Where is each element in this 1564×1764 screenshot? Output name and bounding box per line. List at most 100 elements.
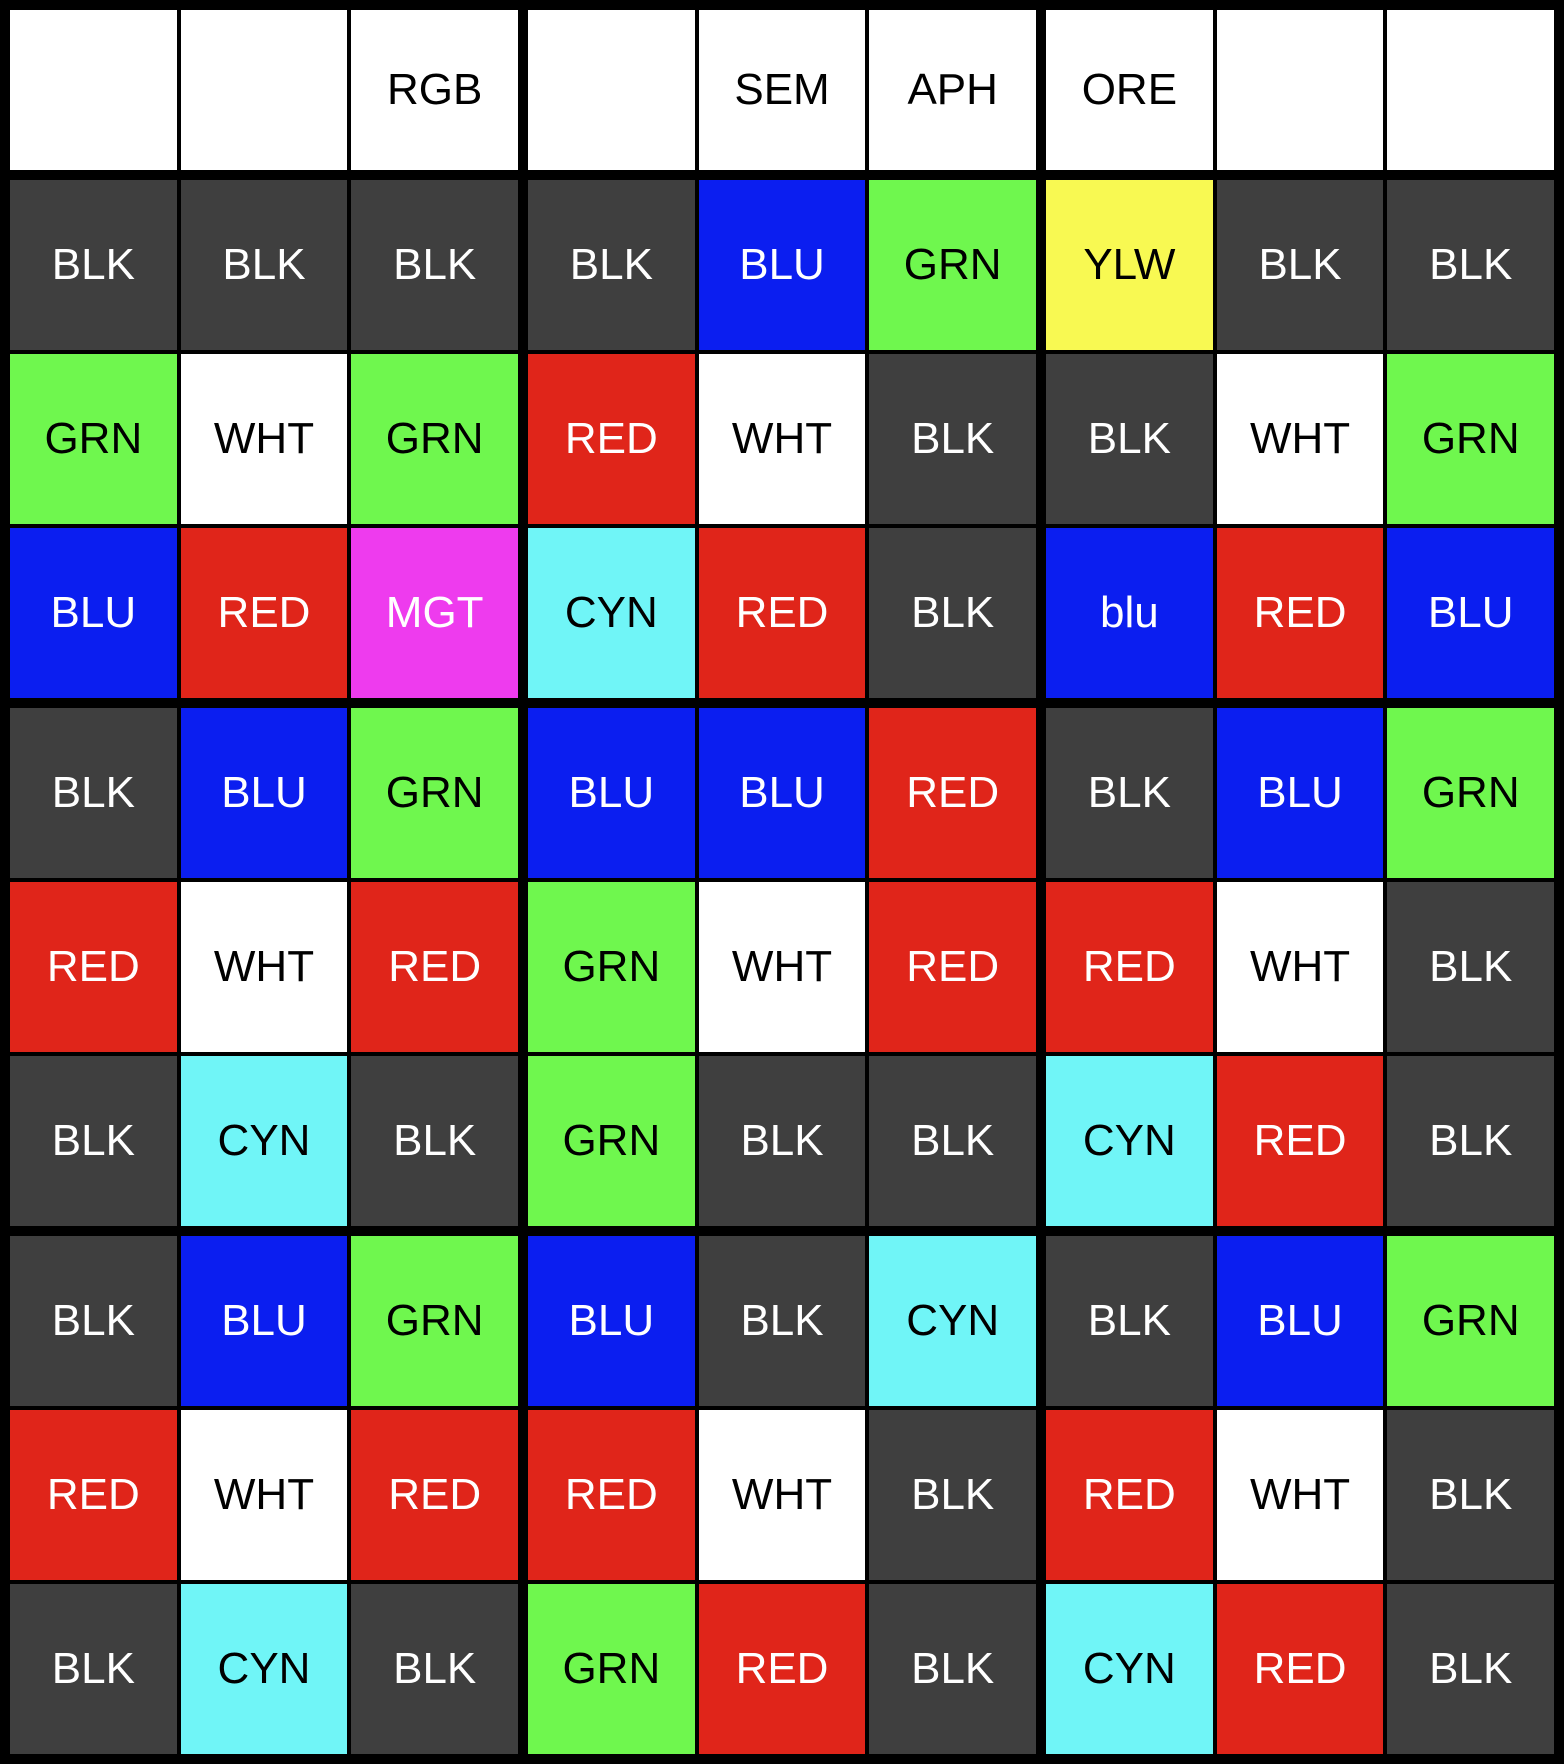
grid-cell-r6-c1[interactable]: BLK [10, 1056, 177, 1226]
grid-cell-r7-c6[interactable]: CYN [869, 1236, 1037, 1406]
grid-cell-r4-c2[interactable]: BLU [180, 708, 348, 878]
grid-cell-r1-c8[interactable]: BLK [1216, 180, 1384, 350]
header-cell-c7: ORE [1046, 10, 1213, 170]
grid-cell-r9-c6[interactable]: BLK [869, 1584, 1037, 1754]
grid-cell-r3-c4[interactable]: CYN [528, 528, 695, 698]
header-row: RGB SEM APH ORE [10, 10, 1555, 170]
grid-cell-r8-c4[interactable]: RED [528, 1410, 695, 1580]
header-cell-c1 [10, 10, 177, 170]
grid-cell-r9-c9[interactable]: BLK [1387, 1584, 1555, 1754]
grid-row-4: BLK BLU GRN BLU BLU RED BLK BLU GRN [10, 708, 1555, 878]
grid-cell-r6-c8[interactable]: RED [1216, 1056, 1384, 1226]
grid-cell-r6-c9[interactable]: BLK [1387, 1056, 1555, 1226]
grid-row-7: BLK BLU GRN BLU BLK CYN BLK BLU GRN [10, 1236, 1555, 1406]
grid-cell-r7-c4[interactable]: BLU [528, 1236, 695, 1406]
grid-row-5: RED WHT RED GRN WHT RED RED WHT BLK [10, 882, 1555, 1052]
grid-cell-r8-c9[interactable]: BLK [1387, 1410, 1555, 1580]
header-cell-c8 [1216, 10, 1384, 170]
grid-cell-r7-c3[interactable]: GRN [351, 1236, 519, 1406]
grid-cell-r4-c1[interactable]: BLK [10, 708, 177, 878]
grid-cell-r3-c1[interactable]: BLU [10, 528, 177, 698]
grid-cell-r6-c5[interactable]: BLK [698, 1056, 866, 1226]
grid-cell-r3-c3[interactable]: MGT [351, 528, 519, 698]
grid-row-6: BLK CYN BLK GRN BLK BLK CYN RED BLK [10, 1056, 1555, 1226]
grid-cell-r6-c7[interactable]: CYN [1046, 1056, 1213, 1226]
grid-row-8: RED WHT RED RED WHT BLK RED WHT BLK [10, 1410, 1555, 1580]
grid-cell-r1-c2[interactable]: BLK [180, 180, 348, 350]
grid-cell-r3-c5[interactable]: RED [698, 528, 866, 698]
grid-cell-r6-c3[interactable]: BLK [351, 1056, 519, 1226]
grid-cell-r6-c6[interactable]: BLK [869, 1056, 1037, 1226]
header-cell-c3: RGB [351, 10, 519, 170]
grid-cell-r4-c6[interactable]: RED [869, 708, 1037, 878]
grid-cell-r7-c8[interactable]: BLU [1216, 1236, 1384, 1406]
grid-cell-r5-c1[interactable]: RED [10, 882, 177, 1052]
grid-cell-r2-c8[interactable]: WHT [1216, 354, 1384, 524]
grid-row-9: BLK CYN BLK GRN RED BLK CYN RED BLK [10, 1584, 1555, 1754]
grid-cell-r3-c7[interactable]: blu [1046, 528, 1213, 698]
grid-cell-r2-c9[interactable]: GRN [1387, 354, 1555, 524]
grid-cell-r7-c9[interactable]: GRN [1387, 1236, 1555, 1406]
grid-cell-r1-c6[interactable]: GRN [869, 180, 1037, 350]
grid-cell-r9-c1[interactable]: BLK [10, 1584, 177, 1754]
grid-cell-r5-c6[interactable]: RED [869, 882, 1037, 1052]
grid-cell-r1-c3[interactable]: BLK [351, 180, 519, 350]
grid-cell-r9-c4[interactable]: GRN [528, 1584, 695, 1754]
grid-cell-r3-c8[interactable]: RED [1216, 528, 1384, 698]
grid-cell-r4-c8[interactable]: BLU [1216, 708, 1384, 878]
grid-cell-r9-c7[interactable]: CYN [1046, 1584, 1213, 1754]
grid-cell-r2-c2[interactable]: WHT [180, 354, 348, 524]
grid-cell-r5-c4[interactable]: GRN [528, 882, 695, 1052]
grid-cell-r5-c3[interactable]: RED [351, 882, 519, 1052]
grid-cell-r2-c1[interactable]: GRN [10, 354, 177, 524]
grid-cell-r8-c6[interactable]: BLK [869, 1410, 1037, 1580]
grid-row-2: GRN WHT GRN RED WHT BLK BLK WHT GRN [10, 354, 1555, 524]
grid-cell-r8-c7[interactable]: RED [1046, 1410, 1213, 1580]
grid-row-3: BLU RED MGT CYN RED BLK blu RED BLU [10, 528, 1555, 698]
grid-cell-r5-c9[interactable]: BLK [1387, 882, 1555, 1052]
grid-cell-r3-c9[interactable]: BLU [1387, 528, 1555, 698]
grid-cell-r2-c5[interactable]: WHT [698, 354, 866, 524]
header-cell-c2 [180, 10, 348, 170]
header-cell-c6: APH [869, 10, 1037, 170]
grid-cell-r1-c9[interactable]: BLK [1387, 180, 1555, 350]
header-cell-c9 [1387, 10, 1555, 170]
grid-cell-r4-c3[interactable]: GRN [351, 708, 519, 878]
grid-cell-r1-c4[interactable]: BLK [528, 180, 695, 350]
grid-cell-r3-c6[interactable]: BLK [869, 528, 1037, 698]
grid-cell-r1-c1[interactable]: BLK [10, 180, 177, 350]
grid-cell-r8-c2[interactable]: WHT [180, 1410, 348, 1580]
grid-cell-r6-c2[interactable]: CYN [180, 1056, 348, 1226]
grid-cell-r9-c3[interactable]: BLK [351, 1584, 519, 1754]
grid-cell-r8-c8[interactable]: WHT [1216, 1410, 1384, 1580]
grid-cell-r2-c3[interactable]: GRN [351, 354, 519, 524]
grid-cell-r5-c2[interactable]: WHT [180, 882, 348, 1052]
grid-cell-r5-c8[interactable]: WHT [1216, 882, 1384, 1052]
grid-cell-r2-c7[interactable]: BLK [1046, 354, 1213, 524]
grid-cell-r4-c9[interactable]: GRN [1387, 708, 1555, 878]
grid-cell-r7-c2[interactable]: BLU [180, 1236, 348, 1406]
grid-cell-r4-c7[interactable]: BLK [1046, 708, 1213, 878]
header-cell-c4 [528, 10, 695, 170]
grid-cell-r9-c5[interactable]: RED [698, 1584, 866, 1754]
grid-cell-r8-c1[interactable]: RED [10, 1410, 177, 1580]
grid-cell-r4-c4[interactable]: BLU [528, 708, 695, 878]
grid-cell-r5-c5[interactable]: WHT [698, 882, 866, 1052]
grid-row-1: BLK BLK BLK BLK BLU GRN YLW BLK BLK [10, 180, 1555, 350]
grid-cell-r8-c5[interactable]: WHT [698, 1410, 866, 1580]
grid-cell-r8-c3[interactable]: RED [351, 1410, 519, 1580]
grid-cell-r2-c6[interactable]: BLK [869, 354, 1037, 524]
grid-cell-r9-c8[interactable]: RED [1216, 1584, 1384, 1754]
grid-cell-r7-c7[interactable]: BLK [1046, 1236, 1213, 1406]
grid-cell-r4-c5[interactable]: BLU [698, 708, 866, 878]
grid-cell-r9-c2[interactable]: CYN [180, 1584, 348, 1754]
grid-cell-r6-c4[interactable]: GRN [528, 1056, 695, 1226]
grid-cell-r1-c7[interactable]: YLW [1046, 180, 1213, 350]
grid-cell-r7-c5[interactable]: BLK [698, 1236, 866, 1406]
grid-cell-r3-c2[interactable]: RED [180, 528, 348, 698]
grid-cell-r1-c5[interactable]: BLU [698, 180, 866, 350]
grid-cell-r5-c7[interactable]: RED [1046, 882, 1213, 1052]
grid-cell-r7-c1[interactable]: BLK [10, 1236, 177, 1406]
grid-cell-r2-c4[interactable]: RED [528, 354, 695, 524]
